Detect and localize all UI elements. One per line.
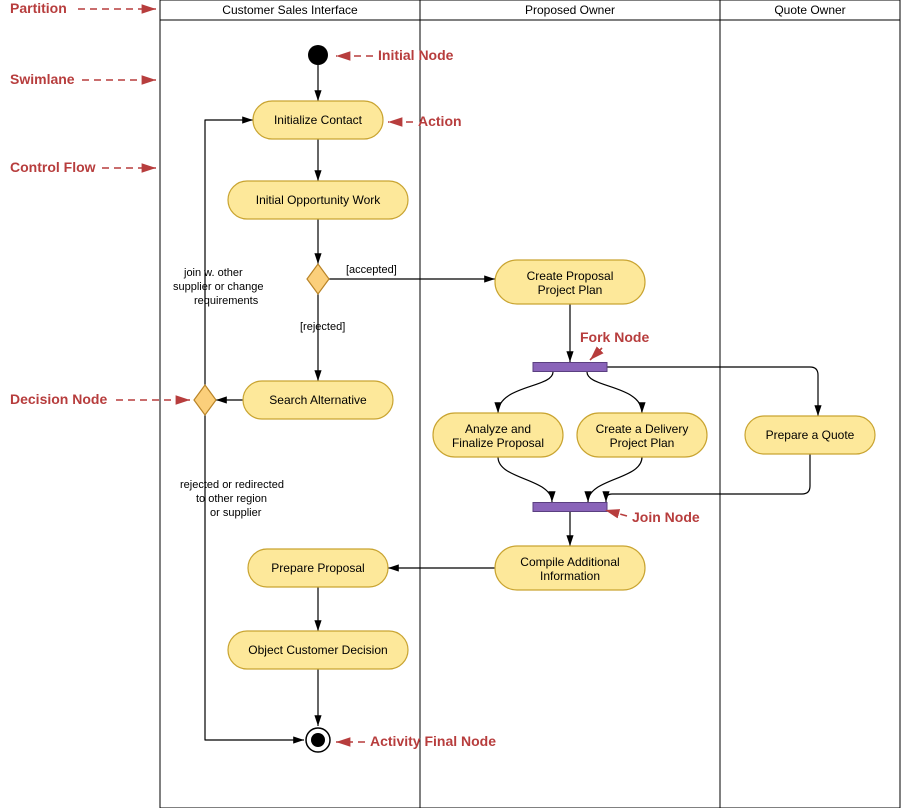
svg-text:[rejected]: [rejected] bbox=[300, 321, 345, 333]
decision-d2 bbox=[194, 385, 216, 415]
flow bbox=[498, 457, 552, 502]
svg-text:rejected or redirected: rejected or redirected bbox=[180, 479, 284, 491]
svg-text:Activity Final Node: Activity Final Node bbox=[370, 733, 496, 749]
action-create_plan: Create ProposalProject Plan bbox=[495, 260, 645, 304]
action-delivery: Create a DeliveryProject Plan bbox=[577, 413, 707, 457]
initial-node bbox=[308, 45, 328, 65]
flow bbox=[588, 457, 642, 502]
svg-text:Partition: Partition bbox=[10, 0, 67, 16]
action-quote: Prepare a Quote bbox=[745, 416, 875, 454]
bar-join bbox=[533, 503, 607, 512]
svg-text:Join Node: Join Node bbox=[632, 509, 700, 525]
flow bbox=[606, 454, 810, 502]
svg-text:Initialize Contact: Initialize Contact bbox=[274, 113, 363, 127]
action-init_opp: Initial Opportunity Work bbox=[228, 181, 408, 219]
svg-text:Decision Node: Decision Node bbox=[10, 391, 107, 407]
action-analyze: Analyze andFinalize Proposal bbox=[433, 413, 563, 457]
action-obj_cust: Object Customer Decision bbox=[228, 631, 408, 669]
action-prepare_prop: Prepare Proposal bbox=[248, 549, 388, 587]
svg-text:requirements: requirements bbox=[194, 295, 259, 307]
decision-d1 bbox=[307, 264, 329, 294]
svg-text:Project Plan: Project Plan bbox=[610, 436, 675, 450]
flow bbox=[607, 367, 818, 416]
lane-header-2: Quote Owner bbox=[774, 3, 845, 17]
flow bbox=[587, 372, 642, 413]
svg-text:join w. other: join w. other bbox=[183, 267, 243, 279]
svg-text:or supplier: or supplier bbox=[210, 507, 262, 519]
svg-text:Create Proposal: Create Proposal bbox=[527, 269, 614, 283]
svg-text:Control Flow: Control Flow bbox=[10, 159, 96, 175]
bar-fork bbox=[533, 363, 607, 372]
svg-text:Swimlane: Swimlane bbox=[10, 71, 75, 87]
flow bbox=[205, 120, 253, 385]
lane-header-0: Customer Sales Interface bbox=[222, 3, 358, 17]
svg-text:supplier or change: supplier or change bbox=[173, 281, 264, 293]
svg-text:Initial Opportunity Work: Initial Opportunity Work bbox=[256, 193, 381, 207]
svg-text:Project Plan: Project Plan bbox=[538, 283, 603, 297]
svg-text:Fork Node: Fork Node bbox=[580, 329, 649, 345]
flow bbox=[498, 372, 553, 413]
svg-text:Object Customer Decision: Object Customer Decision bbox=[248, 643, 387, 657]
svg-text:Compile Additional: Compile Additional bbox=[520, 555, 619, 569]
svg-text:Analyze and: Analyze and bbox=[465, 422, 531, 436]
action-search_alt: Search Alternative bbox=[243, 381, 393, 419]
svg-text:Finalize Proposal: Finalize Proposal bbox=[452, 436, 544, 450]
svg-text:Search Alternative: Search Alternative bbox=[269, 393, 367, 407]
svg-text:Prepare Proposal: Prepare Proposal bbox=[271, 561, 364, 575]
svg-text:Create a Delivery: Create a Delivery bbox=[596, 422, 689, 436]
svg-text:[accepted]: [accepted] bbox=[346, 264, 397, 276]
svg-text:Action: Action bbox=[418, 113, 462, 129]
svg-text:Information: Information bbox=[540, 569, 600, 583]
svg-text:to other region: to other region bbox=[196, 493, 267, 505]
svg-text:Prepare a Quote: Prepare a Quote bbox=[766, 428, 855, 442]
svg-text:Initial Node: Initial Node bbox=[378, 47, 454, 63]
action-init_contact: Initialize Contact bbox=[253, 101, 383, 139]
lane-header-1: Proposed Owner bbox=[525, 3, 615, 17]
action-compile: Compile AdditionalInformation bbox=[495, 546, 645, 590]
